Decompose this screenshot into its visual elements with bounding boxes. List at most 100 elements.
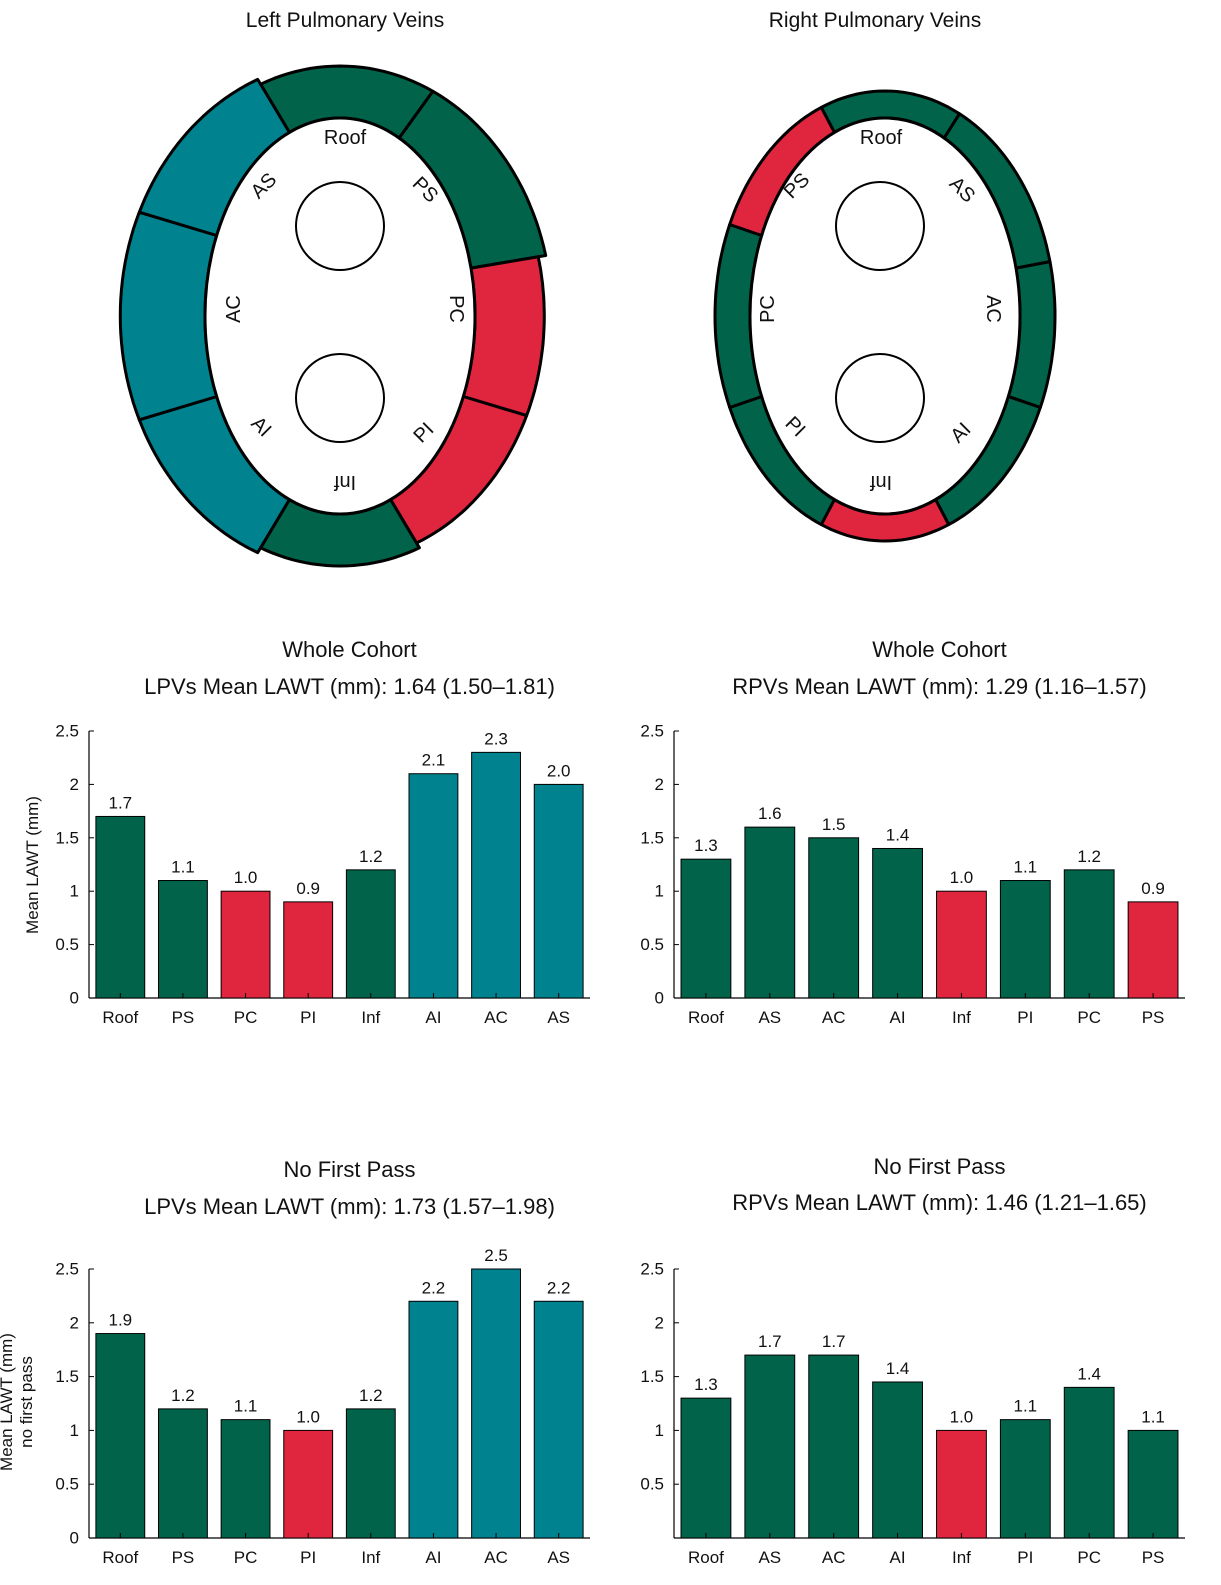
bar-ai	[873, 1382, 923, 1538]
y-tick-label: 0.5	[55, 935, 79, 954]
y-tick-label: 2	[70, 1313, 79, 1332]
bar-value-label: 2.2	[422, 1278, 446, 1297]
segment-label-roof: Roof	[860, 127, 903, 149]
x-tick-label: AC	[822, 1548, 846, 1567]
bar-value-label: 1.7	[822, 1332, 846, 1351]
y-tick-label: 1.5	[640, 1367, 664, 1386]
bar-value-label: 1.1	[1013, 858, 1037, 877]
bar-ac	[809, 1355, 859, 1538]
y-tick-label: 1.5	[55, 1367, 79, 1386]
x-tick-label: PS	[1142, 1008, 1165, 1027]
bar-as	[745, 827, 795, 998]
bar-value-label: 1.1	[1141, 1407, 1165, 1426]
pulmonary-vein-ostium-superior	[836, 182, 924, 270]
bar-roof	[96, 1334, 145, 1538]
bar-value-label: 1.5	[822, 815, 846, 834]
x-tick-label: PI	[300, 1008, 316, 1027]
y-tick-label: 0	[70, 989, 79, 1008]
bar-value-label: 1.0	[234, 868, 258, 887]
bar-value-label: 1.1	[1013, 1397, 1037, 1416]
bar-roof	[681, 1398, 731, 1538]
y-tick-label: 2.5	[55, 722, 79, 741]
bar-pi	[1000, 1420, 1050, 1538]
x-tick-label: AC	[822, 1008, 846, 1027]
bar-ps	[159, 881, 208, 998]
x-tick-label: AI	[425, 1548, 441, 1567]
x-tick-label: AI	[890, 1008, 906, 1027]
x-tick-label: Roof	[688, 1548, 724, 1567]
bar-ps	[1128, 902, 1178, 998]
bar-value-label: 1.3	[694, 1375, 718, 1394]
bar-pi	[1000, 881, 1050, 998]
bar-ai	[409, 774, 458, 998]
x-tick-label: Roof	[688, 1008, 724, 1027]
bar-inf	[346, 1409, 395, 1538]
x-tick-label: AS	[547, 1008, 570, 1027]
bar-value-label: 1.2	[359, 1386, 383, 1405]
y-tick-label: 0	[655, 989, 664, 1008]
y-tick-label: 1	[655, 882, 664, 901]
bar-value-label: 1.7	[108, 793, 132, 812]
bar-ai	[873, 848, 923, 998]
y-tick-label: 2.5	[640, 722, 664, 741]
y-axis-label-line: no first pass	[17, 1356, 36, 1448]
bar-value-label: 1.4	[1077, 1364, 1101, 1383]
chart-title: RPVs Mean LAWT (mm): 1.29 (1.16–1.57)	[732, 674, 1147, 699]
segment-label-ac: AC	[982, 295, 1004, 323]
bar-chart-2: Whole Cohort RPVs Mean LAWT (mm): 1.29 (1…	[640, 637, 1185, 1027]
bar-pc	[1064, 1387, 1114, 1538]
y-tick-label: 2	[655, 775, 664, 794]
x-tick-label: PC	[234, 1008, 258, 1027]
bar-roof	[681, 859, 731, 998]
bar-ps	[1128, 1430, 1178, 1538]
bar-pc	[221, 891, 270, 998]
x-tick-label: AC	[484, 1548, 508, 1567]
bar-value-label: 1.2	[1077, 847, 1101, 866]
chart-title: RPVs Mean LAWT (mm): 1.46 (1.21–1.65)	[732, 1190, 1147, 1215]
bar-pi	[284, 1430, 333, 1538]
bar-value-label: 2.5	[484, 1246, 508, 1265]
x-tick-label: Roof	[102, 1008, 138, 1027]
bar-pc	[1064, 870, 1114, 998]
y-axis-label-line: Mean LAWT (mm)	[0, 1333, 16, 1471]
x-tick-label: AI	[890, 1548, 906, 1567]
bar-chart-1: Whole CohortLPVs Mean LAWT (mm): 1.64 (1…	[23, 637, 590, 1027]
bar-value-label: 1.2	[359, 847, 383, 866]
x-tick-label: Inf	[361, 1548, 380, 1567]
x-tick-label: PS	[172, 1548, 195, 1567]
x-tick-label: AC	[484, 1008, 508, 1027]
bar-value-label: 2.1	[422, 751, 446, 770]
bar-value-label: 2.0	[547, 761, 571, 780]
atrium-inner	[205, 118, 475, 514]
bar-value-label: 0.9	[296, 879, 320, 898]
bar-chart-3: No First PassLPVs Mean LAWT (mm): 1.73 (…	[0, 1157, 590, 1567]
diagram-title: Left Pulmonary Veins	[246, 9, 444, 32]
y-tick-label: 1	[70, 1421, 79, 1440]
bar-value-label: 1.2	[171, 1386, 195, 1405]
x-tick-label: PI	[1017, 1008, 1033, 1027]
bar-value-label: 0.9	[1141, 879, 1165, 898]
bar-inf	[346, 870, 395, 998]
x-tick-label: Inf	[952, 1548, 971, 1567]
bar-ps	[159, 1409, 208, 1538]
x-tick-label: Roof	[102, 1548, 138, 1567]
x-tick-label: PI	[300, 1548, 316, 1567]
chart-subtitle: Whole Cohort	[872, 637, 1007, 662]
bar-roof	[96, 816, 145, 998]
x-tick-label: PS	[1142, 1548, 1165, 1567]
y-tick-label: 0.5	[55, 1475, 79, 1494]
x-tick-label: PI	[1017, 1548, 1033, 1567]
y-tick-label: 1	[655, 1421, 664, 1440]
bar-value-label: 1.7	[758, 1332, 782, 1351]
y-tick-label: 0.5	[640, 935, 664, 954]
bar-value-label: 1.0	[950, 1407, 974, 1426]
bar-value-label: 1.1	[234, 1397, 258, 1416]
x-tick-label: PC	[234, 1548, 258, 1567]
x-tick-label: AI	[425, 1008, 441, 1027]
y-tick-label: 1.5	[55, 828, 79, 847]
bar-pc	[221, 1420, 270, 1538]
chart-title: LPVs Mean LAWT (mm): 1.64 (1.50–1.81)	[144, 674, 555, 699]
bar-as	[745, 1355, 795, 1538]
